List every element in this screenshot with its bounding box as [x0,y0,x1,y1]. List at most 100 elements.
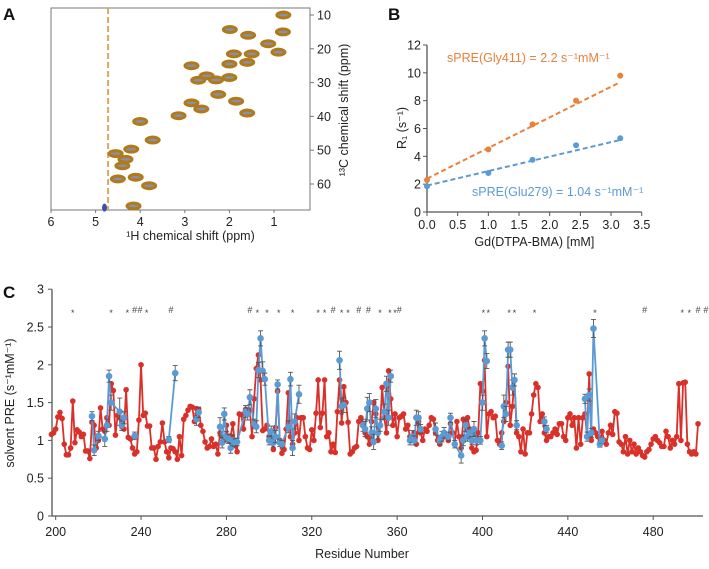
red-data-point [661,443,667,450]
red-data-point [648,441,654,447]
blue-data-point [451,440,459,448]
red-data-point [676,380,682,387]
red-data-point [176,433,183,440]
x-tick-label: 1.0 [480,218,497,232]
blue-data-point [227,444,234,452]
red-data-point [133,448,140,455]
red-data-point [426,422,432,429]
blue-data-point [513,421,520,429]
red-data-point [55,414,61,420]
red-data-point [684,441,691,447]
x-tick-label: 4 [137,215,144,229]
plot-frame [50,7,311,211]
blue-data-point [459,437,467,444]
blue-data-point [252,423,260,431]
peak-core [213,93,224,96]
red-data-point [270,446,277,453]
blue-data-point [272,433,279,440]
red-data-point [308,427,315,433]
red-data-point [383,430,390,436]
peak-core [110,152,121,155]
red-data-point [332,449,339,456]
red-data-point [671,441,678,447]
blue-data-point [220,410,228,418]
red-data-point [174,456,181,463]
red-data-point [562,437,569,444]
data-point [617,72,624,79]
x-axis-label: Residue Number [315,547,409,561]
blue-data-point [385,414,392,422]
red-data-point [633,451,639,457]
red-data-point [311,437,317,444]
red-data-point [488,408,494,415]
peak-core [186,101,197,105]
red-data-point [539,411,546,417]
significance-marker: * [145,308,149,318]
red-data-point [567,411,573,417]
data-point [424,176,430,183]
x-tick-label: 0.5 [449,218,466,232]
red-data-point [136,417,142,423]
red-data-point [618,441,625,447]
red-data-point [215,451,221,457]
blue-data-point [363,405,371,412]
red-data-point [315,377,321,383]
significance-marker: * [256,308,260,318]
peak-core [228,52,239,56]
peak-core [186,64,197,67]
red-data-point [353,443,360,450]
red-data-point [65,451,72,458]
red-data-point [212,441,219,447]
x-tick-label: 6 [48,215,55,229]
red-data-point [110,387,117,394]
peak-core [201,74,212,78]
red-data-point [569,422,575,429]
significance-marker: * [533,308,537,318]
significance-marker: * [688,308,692,318]
significance-marker: * [482,308,486,318]
blue-data-point [387,372,395,380]
blue-data-point [366,399,373,406]
peak-core [224,28,235,31]
blue-data-point [246,394,254,401]
peak-core [246,52,257,56]
y-tick-label: 40 [317,110,331,124]
red-data-point [302,433,309,440]
blue-data-point [541,418,548,425]
red-data-point [338,420,345,426]
blue-data-point [340,401,348,409]
red-data-point [84,448,91,454]
red-data-point [340,383,347,390]
red-data-point [97,405,104,411]
blue-data-point [171,369,179,377]
axes [51,289,703,517]
series-annotation-glu279: sPRE(Glu279) = 1.04 s⁻¹mM⁻¹ [472,185,643,199]
red-data-point [76,429,82,435]
red-data-point [379,384,386,391]
significance-marker: * [593,308,597,318]
red-data-point [208,436,215,442]
blue-data-point [289,444,296,452]
red-data-point [609,431,616,438]
blue-data-point [462,421,469,429]
blue-data-point [370,438,377,446]
red-data-point [424,428,430,435]
blue-data-point [590,325,597,332]
y-tick-label: 12 [407,39,421,53]
red-data-point [392,411,398,417]
peak-core [243,33,254,37]
y-tick-label: 0.5 [27,472,44,486]
x-axis-label: Gd(DTPA-BMA) [mM] [474,235,594,249]
peak-core [242,61,253,64]
peak-core [224,62,235,66]
significance-marker: * [378,308,382,318]
y-tick-label: 20 [317,42,331,56]
blue-data-point [287,375,294,383]
blue-data-point [101,435,109,443]
blue-data-point [415,414,422,422]
y-axis-label: ¹³C chemical shift (ppm) [337,44,351,177]
red-data-point [52,426,59,432]
significance-marker: * [507,308,511,318]
peak-core [128,204,139,208]
red-data-point [67,445,74,451]
